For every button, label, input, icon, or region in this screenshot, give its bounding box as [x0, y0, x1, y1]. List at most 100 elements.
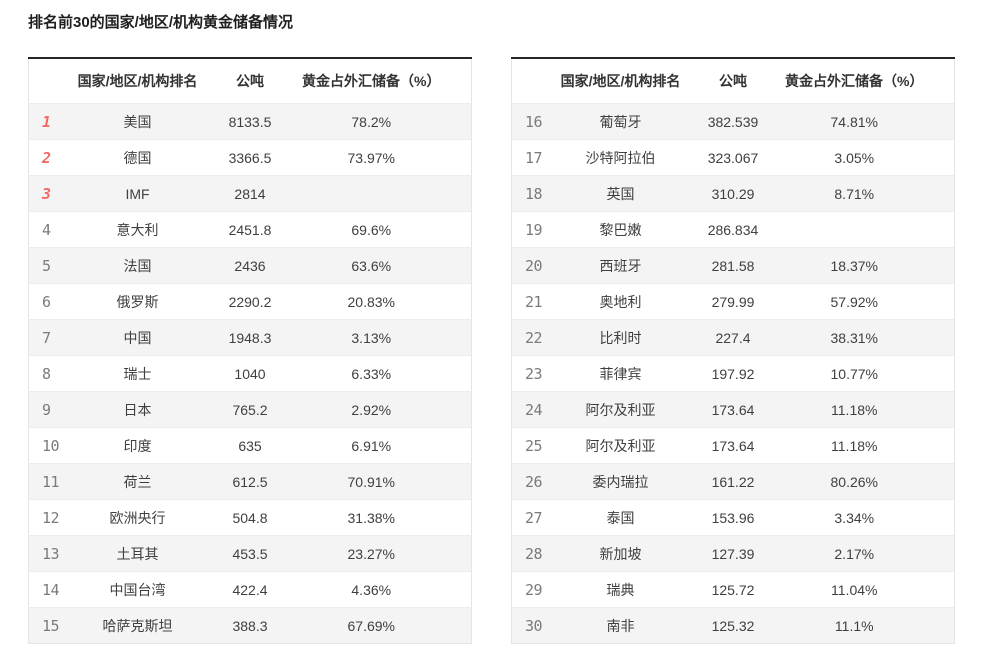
table-row: 6 俄罗斯 2290.2 20.83%: [28, 283, 472, 320]
country-cell: IMF: [125, 185, 150, 202]
country-cell: 泰国: [606, 509, 635, 526]
table-row: 21 奥地利 279.99 57.92%: [511, 283, 955, 320]
tons-cell: 286.834: [707, 221, 759, 238]
table-row: 12 欧洲央行 504.8 31.38%: [28, 499, 472, 536]
pct-cell: [298, 176, 472, 212]
table-row: 9 日本 765.2 2.92%: [28, 391, 472, 428]
country-column-header: 国家/地区/机构排名: [555, 58, 686, 104]
rank-cell: 3: [42, 184, 51, 203]
tons-cell: 197.92: [711, 365, 755, 382]
country-cell: 法国: [123, 257, 152, 274]
table-header-row: 国家/地区/机构排名 公吨 黄金占外汇储备（%）: [511, 58, 955, 104]
rank-cell: 25: [525, 436, 543, 455]
country-cell: 日本: [123, 401, 152, 418]
country-cell: 土耳其: [116, 545, 159, 562]
rank-cell: 11: [42, 472, 60, 491]
pct-cell: 8.71%: [834, 185, 875, 202]
tons-cell: 388.3: [232, 617, 268, 634]
tons-cell: 8133.5: [228, 113, 272, 130]
table-row: 22 比利时 227.4 38.31%: [511, 319, 955, 356]
pct-cell: 18.37%: [830, 257, 878, 274]
pct-cell: 20.83%: [347, 293, 395, 310]
rank-cell: 12: [42, 508, 60, 527]
rank-cell: 27: [525, 508, 543, 527]
pct-cell: 38.31%: [830, 329, 878, 346]
table-row: 30 南非 125.32 11.1%: [511, 607, 955, 644]
rank-column-header: [511, 58, 556, 104]
rank-cell: 7: [42, 328, 51, 347]
pct-cell: 3.34%: [834, 509, 875, 526]
country-cell: 南非: [606, 617, 635, 634]
rank-cell: 4: [42, 220, 51, 239]
pct-cell: 69.6%: [351, 221, 392, 238]
tons-cell: 153.96: [711, 509, 755, 526]
pct-cell: 74.81%: [830, 113, 878, 130]
rank-cell: 19: [525, 220, 543, 239]
rank-cell: 24: [525, 400, 543, 419]
table-row: 24 阿尔及利亚 173.64 11.18%: [511, 391, 955, 428]
rank-cell: 10: [42, 436, 60, 455]
country-cell: 瑞士: [123, 365, 152, 382]
country-cell: 中国: [123, 329, 152, 346]
pct-cell: 11.18%: [831, 401, 878, 418]
tons-cell: 504.8: [232, 509, 268, 526]
tons-cell: 612.5: [232, 473, 268, 490]
rank-column-header: [28, 58, 73, 104]
pct-cell: 11.04%: [831, 581, 878, 598]
table-row: 16 葡萄牙 382.539 74.81%: [511, 103, 955, 140]
gold-reserve-table-ranks-1-15: 国家/地区/机构排名 公吨 黄金占外汇储备（%） 1 美国 8133.5 78.2% 2…: [28, 57, 472, 644]
tables-container: 国家/地区/机构排名 公吨 黄金占外汇储备（%） 1 美国 8133.5 78.2% 2…: [28, 57, 989, 644]
country-cell: 西班牙: [599, 257, 642, 274]
tons-column-header: 公吨: [685, 58, 781, 104]
rank-cell: 8: [42, 364, 51, 383]
rank-cell: 26: [525, 472, 543, 491]
table-row: 1 美国 8133.5 78.2%: [28, 103, 472, 140]
country-cell: 委内瑞拉: [592, 473, 649, 490]
table-row: 11 荷兰 612.5 70.91%: [28, 463, 472, 500]
table-row: 5 法国 2436 63.6%: [28, 247, 472, 284]
table-row: 4 意大利 2451.8 69.6%: [28, 211, 472, 248]
table-row: 3 IMF 2814: [28, 175, 472, 212]
pct-cell: 73.97%: [347, 149, 395, 166]
pct-cell: 67.69%: [347, 617, 395, 634]
country-cell: 菲律宾: [599, 365, 642, 382]
gold-reserve-table-ranks-16-30: 国家/地区/机构排名 公吨 黄金占外汇储备（%） 16 葡萄牙 382.539 74.…: [511, 57, 955, 644]
tons-cell: 2451.8: [228, 221, 272, 238]
country-cell: 英国: [606, 185, 635, 202]
pct-cell: 3.05%: [834, 149, 875, 166]
country-cell: 葡萄牙: [599, 113, 642, 130]
tons-cell: 227.4: [715, 329, 751, 346]
rank-cell: 23: [525, 364, 543, 383]
table-row: 14 中国台湾 422.4 4.36%: [28, 571, 472, 608]
rank-cell: 14: [42, 580, 60, 599]
rank-cell: 16: [525, 112, 543, 131]
table-body: 1 美国 8133.5 78.2% 2 德国 3366.5 73.97% 3 IMF 2814 4 意大…: [28, 103, 472, 644]
country-cell: 中国台湾: [109, 581, 166, 598]
tons-cell: 161.22: [711, 473, 755, 490]
pct-cell: 2.17%: [834, 545, 875, 562]
rank-cell: 29: [525, 580, 543, 599]
tons-cell: 1040: [234, 365, 266, 382]
country-column-header: 国家/地区/机构排名: [72, 58, 203, 104]
rank-cell: 30: [525, 616, 543, 635]
tons-cell: 279.99: [711, 293, 755, 310]
rank-cell: 9: [42, 400, 51, 419]
tons-cell: 422.4: [232, 581, 268, 598]
pct-cell: 3.13%: [351, 329, 392, 346]
rank-cell: 20: [525, 256, 543, 275]
rank-cell: 17: [525, 148, 543, 167]
country-cell: 新加坡: [599, 545, 642, 562]
rank-cell: 5: [42, 256, 51, 275]
rank-cell: 1: [42, 112, 51, 131]
country-cell: 欧洲央行: [109, 509, 166, 526]
table-row: 15 哈萨克斯坦 388.3 67.69%: [28, 607, 472, 644]
table-row: 23 菲律宾 197.92 10.77%: [511, 355, 955, 392]
rank-cell: 21: [525, 292, 543, 311]
table-row: 28 新加坡 127.39 2.17%: [511, 535, 955, 572]
pct-cell: 6.91%: [351, 437, 392, 454]
table-row: 26 委内瑞拉 161.22 80.26%: [511, 463, 955, 500]
country-cell: 俄罗斯: [116, 293, 159, 310]
pct-cell: 10.77%: [830, 365, 878, 382]
country-cell: 印度: [123, 437, 152, 454]
